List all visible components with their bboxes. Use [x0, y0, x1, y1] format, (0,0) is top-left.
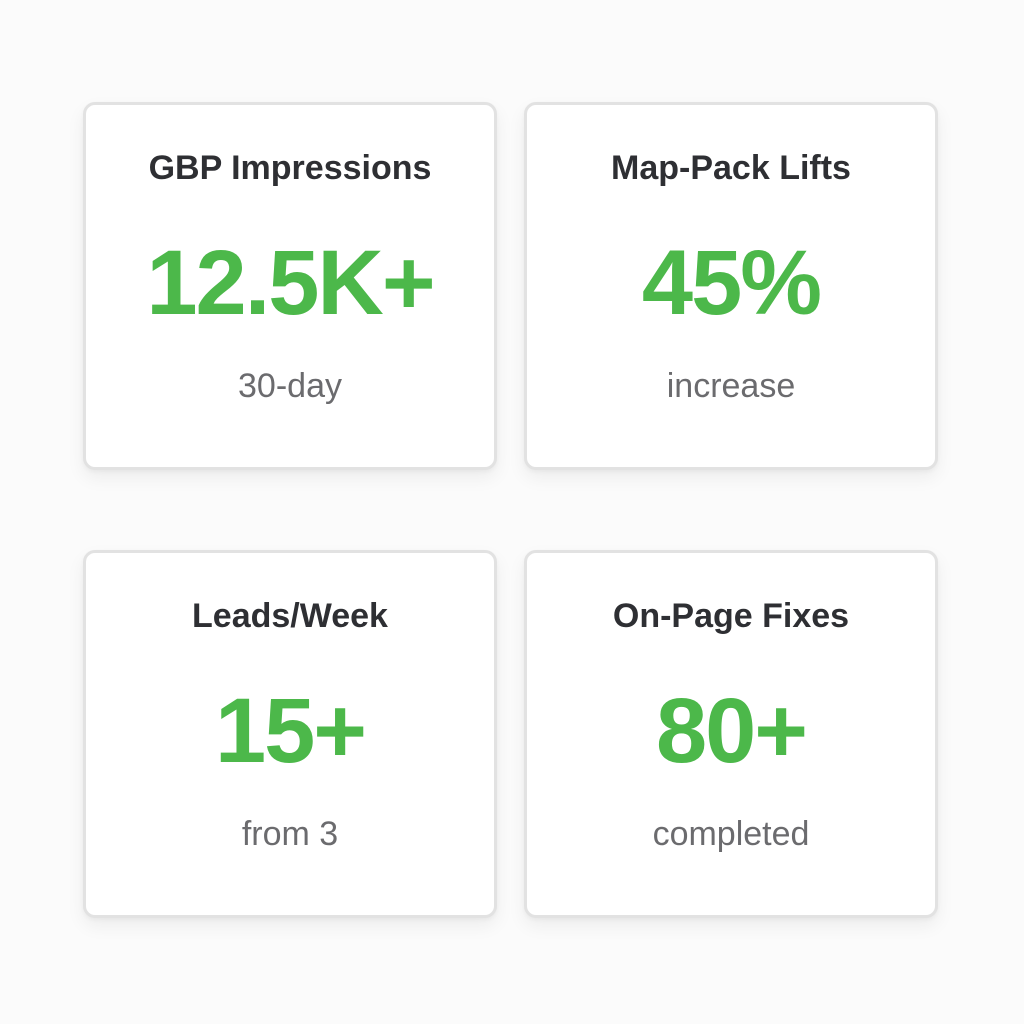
- stat-value: 12.5K+: [146, 232, 435, 334]
- stat-title: GBP Impressions: [148, 149, 432, 187]
- stat-card-map-pack-lifts: Map-Pack Lifts 45% increase: [524, 102, 938, 470]
- stat-title: Map-Pack Lifts: [611, 149, 851, 187]
- stat-value: 15+: [214, 680, 367, 782]
- stat-card-on-page-fixes: On-Page Fixes 80+ completed: [524, 550, 938, 918]
- stat-card-leads-per-week: Leads/Week 15+ from 3: [83, 550, 497, 918]
- stat-subtitle: completed: [652, 815, 810, 853]
- stat-subtitle: from 3: [241, 815, 339, 853]
- stat-subtitle: 30-day: [238, 367, 342, 405]
- stat-title: On-Page Fixes: [612, 597, 850, 635]
- stat-value: 80+: [655, 680, 808, 782]
- stat-title: Leads/Week: [192, 597, 388, 635]
- stat-subtitle: increase: [666, 367, 796, 405]
- stat-card-gbp-impressions: GBP Impressions 12.5K+ 30-day: [83, 102, 497, 470]
- stat-value: 45%: [641, 232, 822, 334]
